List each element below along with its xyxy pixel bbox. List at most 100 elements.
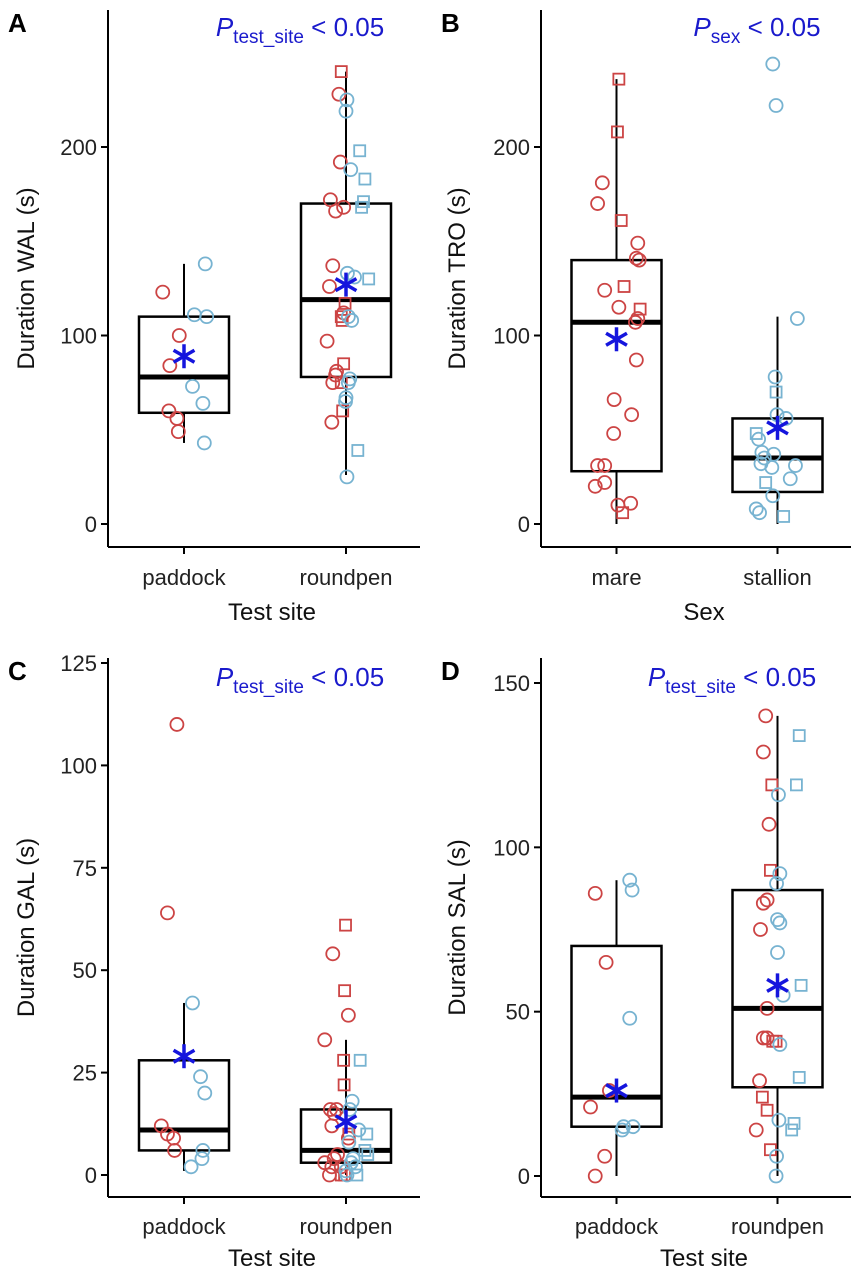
data-point-square bbox=[790, 778, 803, 792]
data-point-circle bbox=[590, 458, 605, 473]
y-tick-label: 0 bbox=[518, 512, 530, 537]
data-point-circle bbox=[789, 311, 805, 326]
data-point-circle bbox=[597, 1148, 613, 1164]
data-point-circle bbox=[748, 501, 764, 517]
data-point-circle bbox=[185, 378, 200, 394]
mean-marker bbox=[172, 1044, 196, 1069]
data-point-circle bbox=[764, 460, 780, 475]
data-point-circle bbox=[770, 945, 785, 960]
data-point-circle bbox=[761, 816, 777, 832]
y-tick-label: 100 bbox=[493, 835, 530, 860]
data-point-circle bbox=[606, 426, 622, 441]
data-point-circle bbox=[752, 1073, 767, 1089]
data-point-circle bbox=[587, 885, 603, 901]
data-point-circle bbox=[611, 299, 627, 315]
data-point-circle bbox=[336, 199, 352, 215]
data-point-square bbox=[337, 1053, 351, 1067]
data-point-circle bbox=[340, 1007, 356, 1023]
data-point-square bbox=[353, 144, 367, 158]
mean-marker bbox=[766, 415, 789, 440]
p-value-subscript: test_site bbox=[233, 27, 304, 48]
data-point-circle bbox=[768, 1168, 784, 1184]
data-point-square bbox=[633, 302, 647, 316]
y-tick-label: 50 bbox=[506, 1000, 530, 1025]
data-point-circle bbox=[751, 431, 766, 447]
data-point-circle bbox=[339, 92, 355, 108]
p-value-label: Psex < 0.05 bbox=[693, 12, 820, 48]
data-point-circle bbox=[323, 1102, 338, 1117]
data-point-circle bbox=[339, 469, 355, 485]
data-point-square bbox=[334, 1168, 348, 1182]
panel-b: B Psex < 0.05 0 100 200 Duration TRO (s) Sex ma… bbox=[441, 8, 851, 626]
data-point-circle bbox=[344, 1093, 360, 1109]
panel-letter: D bbox=[441, 656, 460, 686]
data-point-circle bbox=[622, 1010, 638, 1026]
data-point-circle bbox=[193, 1069, 208, 1085]
data-point-circle bbox=[325, 946, 341, 962]
x-tick-label: paddock bbox=[142, 1214, 226, 1239]
p-value-label: Ptest_site < 0.05 bbox=[216, 662, 384, 698]
data-point-circle bbox=[339, 1167, 355, 1183]
data-point-square bbox=[765, 778, 779, 792]
p-value-symbol: P bbox=[693, 12, 711, 42]
data-point-square bbox=[358, 1144, 372, 1157]
panel-a: A Ptest_site < 0.05 0 100 200 Duration WAL (s… bbox=[8, 8, 420, 626]
data-point-circle bbox=[344, 313, 360, 328]
data-point-circle bbox=[343, 162, 359, 178]
data-point-circle bbox=[338, 394, 353, 409]
data-point-square bbox=[336, 404, 350, 418]
data-point-circle bbox=[770, 912, 785, 928]
data-point-square bbox=[792, 1071, 806, 1084]
p-value-label: Ptest_site < 0.05 bbox=[216, 12, 384, 48]
data-point-circle bbox=[630, 235, 646, 251]
data-point-circle bbox=[590, 196, 605, 211]
y-axis-title: Duration GAL (s) bbox=[13, 838, 40, 1017]
data-point-square bbox=[792, 729, 806, 742]
data-point-circle bbox=[161, 403, 177, 419]
data-point-circle bbox=[772, 866, 788, 882]
data-point-square bbox=[353, 1053, 367, 1067]
p-value-subscript: test_site bbox=[233, 677, 304, 698]
y-tick-label: 100 bbox=[60, 753, 97, 778]
data-point-circle bbox=[768, 98, 784, 113]
panel-letter: A bbox=[8, 8, 27, 38]
data-point-circle bbox=[628, 250, 644, 266]
data-point-circle bbox=[170, 424, 186, 440]
data-point-circle bbox=[171, 328, 187, 343]
x-tick-label: roundpen bbox=[300, 565, 393, 590]
data-point-circle bbox=[186, 307, 202, 323]
x-axis-title: Test site bbox=[228, 1245, 316, 1272]
data-point-circle bbox=[199, 309, 215, 325]
y-tick-label: 100 bbox=[493, 324, 530, 349]
data-point-square bbox=[339, 918, 352, 932]
y-axis-title: Duration WAL (s) bbox=[13, 187, 40, 369]
data-point-circle bbox=[340, 309, 356, 325]
panel-letter: B bbox=[441, 8, 460, 38]
data-point-square bbox=[334, 376, 348, 390]
x-tick-label: roundpen bbox=[731, 1214, 824, 1239]
data-point-circle bbox=[336, 305, 352, 321]
mean-stroke bbox=[605, 331, 628, 347]
data-point-circle bbox=[196, 435, 212, 451]
data-point-circle bbox=[597, 458, 613, 473]
data-point-circle bbox=[195, 395, 211, 411]
data-point-square bbox=[351, 444, 365, 457]
x-tick-label: mare bbox=[591, 565, 641, 590]
data-point-square bbox=[759, 476, 773, 489]
data-point-circle bbox=[628, 314, 643, 330]
p-value-subscript: sex bbox=[711, 27, 741, 48]
x-tick-label: paddock bbox=[142, 565, 226, 590]
box bbox=[137, 1059, 231, 1152]
data-point-circle bbox=[623, 495, 639, 511]
mean-stroke bbox=[172, 348, 196, 364]
data-point-square bbox=[614, 214, 628, 227]
mean-marker bbox=[766, 973, 789, 998]
data-point-circle bbox=[765, 488, 781, 504]
data-point-square bbox=[777, 510, 791, 523]
data-point-square bbox=[338, 297, 352, 310]
data-point-circle bbox=[772, 1037, 788, 1052]
data-point-circle bbox=[771, 787, 786, 803]
data-point-circle bbox=[594, 175, 610, 191]
y-tick-label: 25 bbox=[73, 1061, 97, 1086]
data-point-circle bbox=[328, 203, 344, 219]
